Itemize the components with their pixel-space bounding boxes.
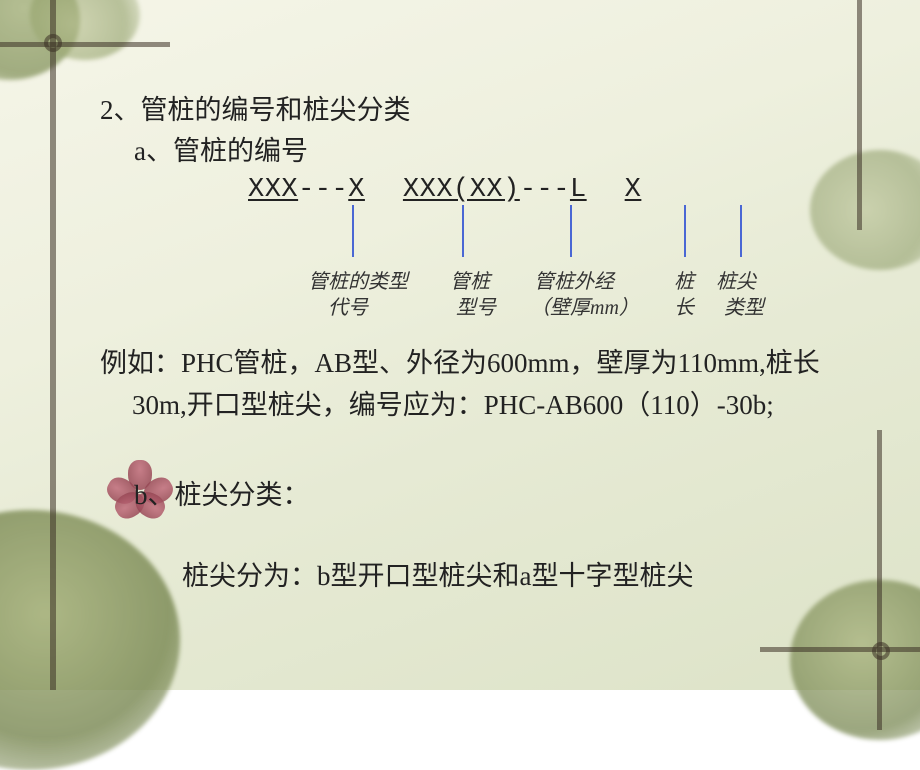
- section-heading: 2、管桩的编号和桩尖分类: [100, 90, 860, 131]
- pattern-label: 管桩: [450, 265, 490, 294]
- pattern-label: 桩: [674, 265, 694, 294]
- pattern-segment: X: [348, 175, 365, 205]
- leader-line: [352, 205, 354, 257]
- pattern-segment: X: [625, 175, 642, 205]
- pattern-label: 管桩外经: [534, 265, 614, 294]
- tip-classification-text: 桩尖分为：b型开口型桩尖和a型十字型桩尖: [100, 554, 860, 593]
- pattern-labels-row1: 管桩的类型 管桩 管桩外经 桩桩尖: [200, 265, 860, 291]
- pattern-segment: ---: [298, 175, 348, 205]
- pattern-labels-row2: 代号 型号 （壁厚mm） 长 类型: [200, 291, 860, 317]
- leader-line: [462, 205, 464, 257]
- pattern-segment: XXX(XX): [403, 175, 520, 205]
- leader-line: [684, 205, 686, 257]
- leader-lines: [200, 205, 860, 265]
- pattern-label: （壁厚mm）: [530, 291, 639, 320]
- numbering-pattern: XXX---XXXX(XX)---LX: [100, 175, 860, 205]
- subsection-b-heading: b、桩尖分类：: [100, 473, 860, 512]
- pattern-label: 代号: [328, 291, 368, 320]
- pattern-label: 类型: [724, 291, 764, 320]
- subsection-a-heading: a、管桩的编号: [100, 131, 860, 172]
- pattern-label: 型号: [456, 291, 496, 320]
- leader-line: [570, 205, 572, 257]
- example-paragraph: 例如：PHC管桩，AB型、外径为600mm，壁厚为110mm,桩长 30m,开口…: [100, 343, 860, 427]
- pattern-label: 长: [674, 291, 694, 320]
- pattern-segment: ---: [520, 175, 570, 205]
- leader-line: [740, 205, 742, 257]
- example-line1: 例如：PHC管桩，AB型、外径为600mm，壁厚为110mm,桩长: [100, 348, 820, 378]
- pattern-segment: XXX: [248, 175, 298, 205]
- example-line2: 30m,开口型桩尖，编号应为：PHC-AB600（110）-30b;: [100, 385, 774, 427]
- slide-content: 2、管桩的编号和桩尖分类 a、管桩的编号 XXX---XXXX(XX)---LX…: [0, 0, 920, 690]
- pattern-label: 管桩的类型: [308, 265, 408, 294]
- pattern-segment: L: [570, 175, 587, 205]
- pattern-label: 桩尖: [716, 265, 756, 294]
